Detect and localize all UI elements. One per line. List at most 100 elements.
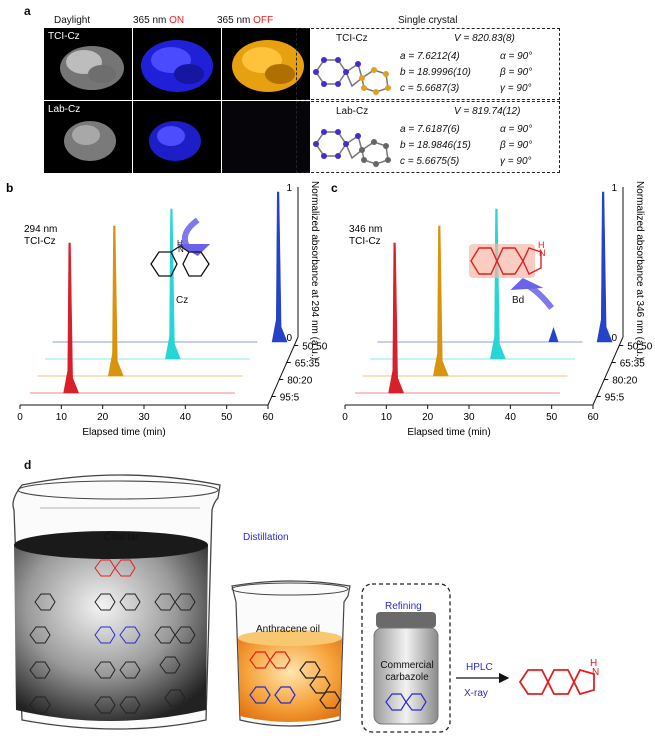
jar-body — [373, 627, 439, 725]
crystal-a-tci: a = 7.6212(4) — [400, 51, 460, 62]
svg-text:N: N — [592, 667, 599, 678]
depth-axis-line — [267, 336, 299, 406]
crystal-v-lab: V = 819.74(12) — [454, 106, 521, 117]
crystal-box-tci — [296, 28, 560, 100]
label-distillation: Distillation — [243, 532, 289, 543]
crystal-v-tci: V = 820.83(8) — [454, 33, 515, 44]
crystal-b-lab: b = 18.9846(15) — [400, 140, 471, 151]
col-365-off-prefix: 365 nm — [217, 15, 251, 26]
annotation-wavelength: 294 nm — [24, 224, 57, 235]
svg-text:N: N — [178, 245, 184, 254]
panel-letter-b: b — [6, 181, 13, 195]
crystal-gamma-lab: γ = 90° — [500, 156, 532, 167]
svg-text:H: H — [590, 658, 597, 669]
x-tick-label: 50 — [546, 412, 558, 423]
peak-95-5 — [388, 242, 405, 394]
svg-text:N: N — [539, 248, 546, 258]
x-axis-label: Elapsed time (min) — [82, 427, 165, 438]
photo-lab-uv-off — [222, 101, 310, 173]
peak-95-5 — [63, 242, 80, 394]
col-365-off-word: OFF — [253, 15, 274, 26]
x-tick-label: 0 — [342, 412, 348, 423]
depth-tick-label: 65:35 — [295, 359, 320, 370]
photo-lab-daylight: Lab-Cz — [44, 101, 132, 173]
crystal-c-tci: c = 5.6687(3) — [400, 83, 460, 94]
photo-tci-daylight: TCI-Cz — [44, 28, 132, 100]
chart-c: c 0 10 20 30 40 50 60 Elapsed time (min) 0 1 Normal… — [331, 181, 653, 438]
label-refining: Refining — [385, 601, 422, 612]
depth-tick-label: 50:50 — [627, 342, 652, 353]
row-label-lab: Lab-Cz — [48, 104, 81, 115]
single-crystal-title: Single crystal — [398, 15, 458, 26]
crystal-gamma-tci: γ = 90° — [500, 83, 532, 94]
crystal-b-tci: b = 18.9996(10) — [400, 67, 471, 78]
peak-65-35 — [165, 208, 181, 360]
x-tick-label: 40 — [180, 412, 192, 423]
x-tick-label: 40 — [505, 412, 517, 423]
peak-50-50 — [596, 191, 613, 343]
annotation-sample: TCI-Cz — [349, 236, 381, 247]
crystal-alpha-tci: α = 90° — [500, 51, 533, 62]
col-365-off: 365 nm OFF — [217, 15, 273, 27]
crystal-name-lab: Lab-Cz — [336, 106, 369, 117]
photo-tci-uv-off — [222, 28, 310, 100]
y-tick-label: 0 — [611, 333, 617, 344]
bd-structure-c: H N — [469, 240, 546, 278]
peak-50-50 — [271, 191, 288, 343]
molecule-label-cz: Cz — [176, 295, 189, 306]
crystal-beta-lab: β = 90° — [500, 140, 533, 151]
peak-65-35 — [490, 208, 506, 360]
photo-tci-uv-on — [133, 28, 221, 100]
depth-tick-label: 50:50 — [302, 342, 327, 353]
label-coal-tar: Coal tar — [104, 532, 140, 543]
crystal-box-lab — [296, 101, 560, 173]
curved-arrow-head — [177, 244, 211, 256]
label-xray: X-ray — [464, 688, 488, 699]
crystal-structure-tci — [313, 57, 391, 95]
x-tick-label: 30 — [463, 412, 475, 423]
peak-80-20 — [107, 225, 124, 377]
depth-tick-label: 95:5 — [605, 393, 625, 404]
row-label-tci: TCI-Cz — [48, 31, 80, 42]
refining-box — [361, 583, 451, 733]
photo-lab-uv-on — [133, 101, 221, 173]
x-axis-label: Elapsed time (min) — [407, 427, 490, 438]
curved-arrow-head — [510, 278, 544, 290]
crystal-name-tci: TCI-Cz — [336, 33, 368, 44]
crystal-a-lab: a = 7.6187(6) — [400, 124, 460, 135]
annotation-wavelength: 346 nm — [349, 224, 382, 235]
x-tick-label: 30 — [138, 412, 150, 423]
svg-text:H: H — [177, 240, 183, 248]
col-365-on: 365 nm ON — [133, 15, 184, 27]
x-tick-label: 20 — [422, 412, 434, 423]
y-tick-label: 1 — [611, 183, 617, 194]
svg-text:H: H — [538, 240, 545, 250]
label-hplc: HPLC — [466, 662, 493, 673]
process-illustration: H N — [12, 474, 599, 733]
x-tick-label: 50 — [221, 412, 233, 423]
beaker-coal-tar — [12, 474, 221, 730]
x-tick-label: 60 — [587, 412, 599, 423]
panel-a-letter: a — [24, 4, 31, 18]
beaker-anthracene-oil — [231, 580, 351, 727]
x-tick-label: 20 — [97, 412, 109, 423]
chart-b: b 0 10 20 30 40 50 60 Elapsed time (min) 0 1 Normal… — [6, 181, 328, 438]
depth-tick-label: 95:5 — [280, 393, 300, 404]
crystal-beta-tci: β = 90° — [500, 67, 533, 78]
label-anthracene-oil: Anthracene oil — [256, 624, 320, 635]
depth-tick-label: 80:20 — [612, 376, 637, 387]
col-365-on-word: ON — [169, 15, 185, 26]
col-365-on-prefix: 365 nm — [133, 15, 167, 26]
peak-80-20 — [432, 225, 449, 377]
crystal-c-lab: c = 5.6675(5) — [400, 156, 460, 167]
col-daylight: Daylight — [54, 15, 91, 26]
y-axis-label: Normalized absorbance at 346 nm (a.u.) — [634, 181, 645, 360]
crystal-structure-lab — [313, 129, 391, 167]
carbazole-structure-b: H N — [150, 240, 210, 277]
x-tick-label: 10 — [381, 412, 393, 423]
y-axis-label: Normalized absorbance at 294 nm (a.u.) — [309, 181, 320, 360]
depth-tick-label: 80:20 — [287, 376, 312, 387]
panel-letter-c: c — [331, 181, 338, 195]
depth-axis-line — [592, 336, 624, 406]
x-tick-label: 10 — [56, 412, 68, 423]
